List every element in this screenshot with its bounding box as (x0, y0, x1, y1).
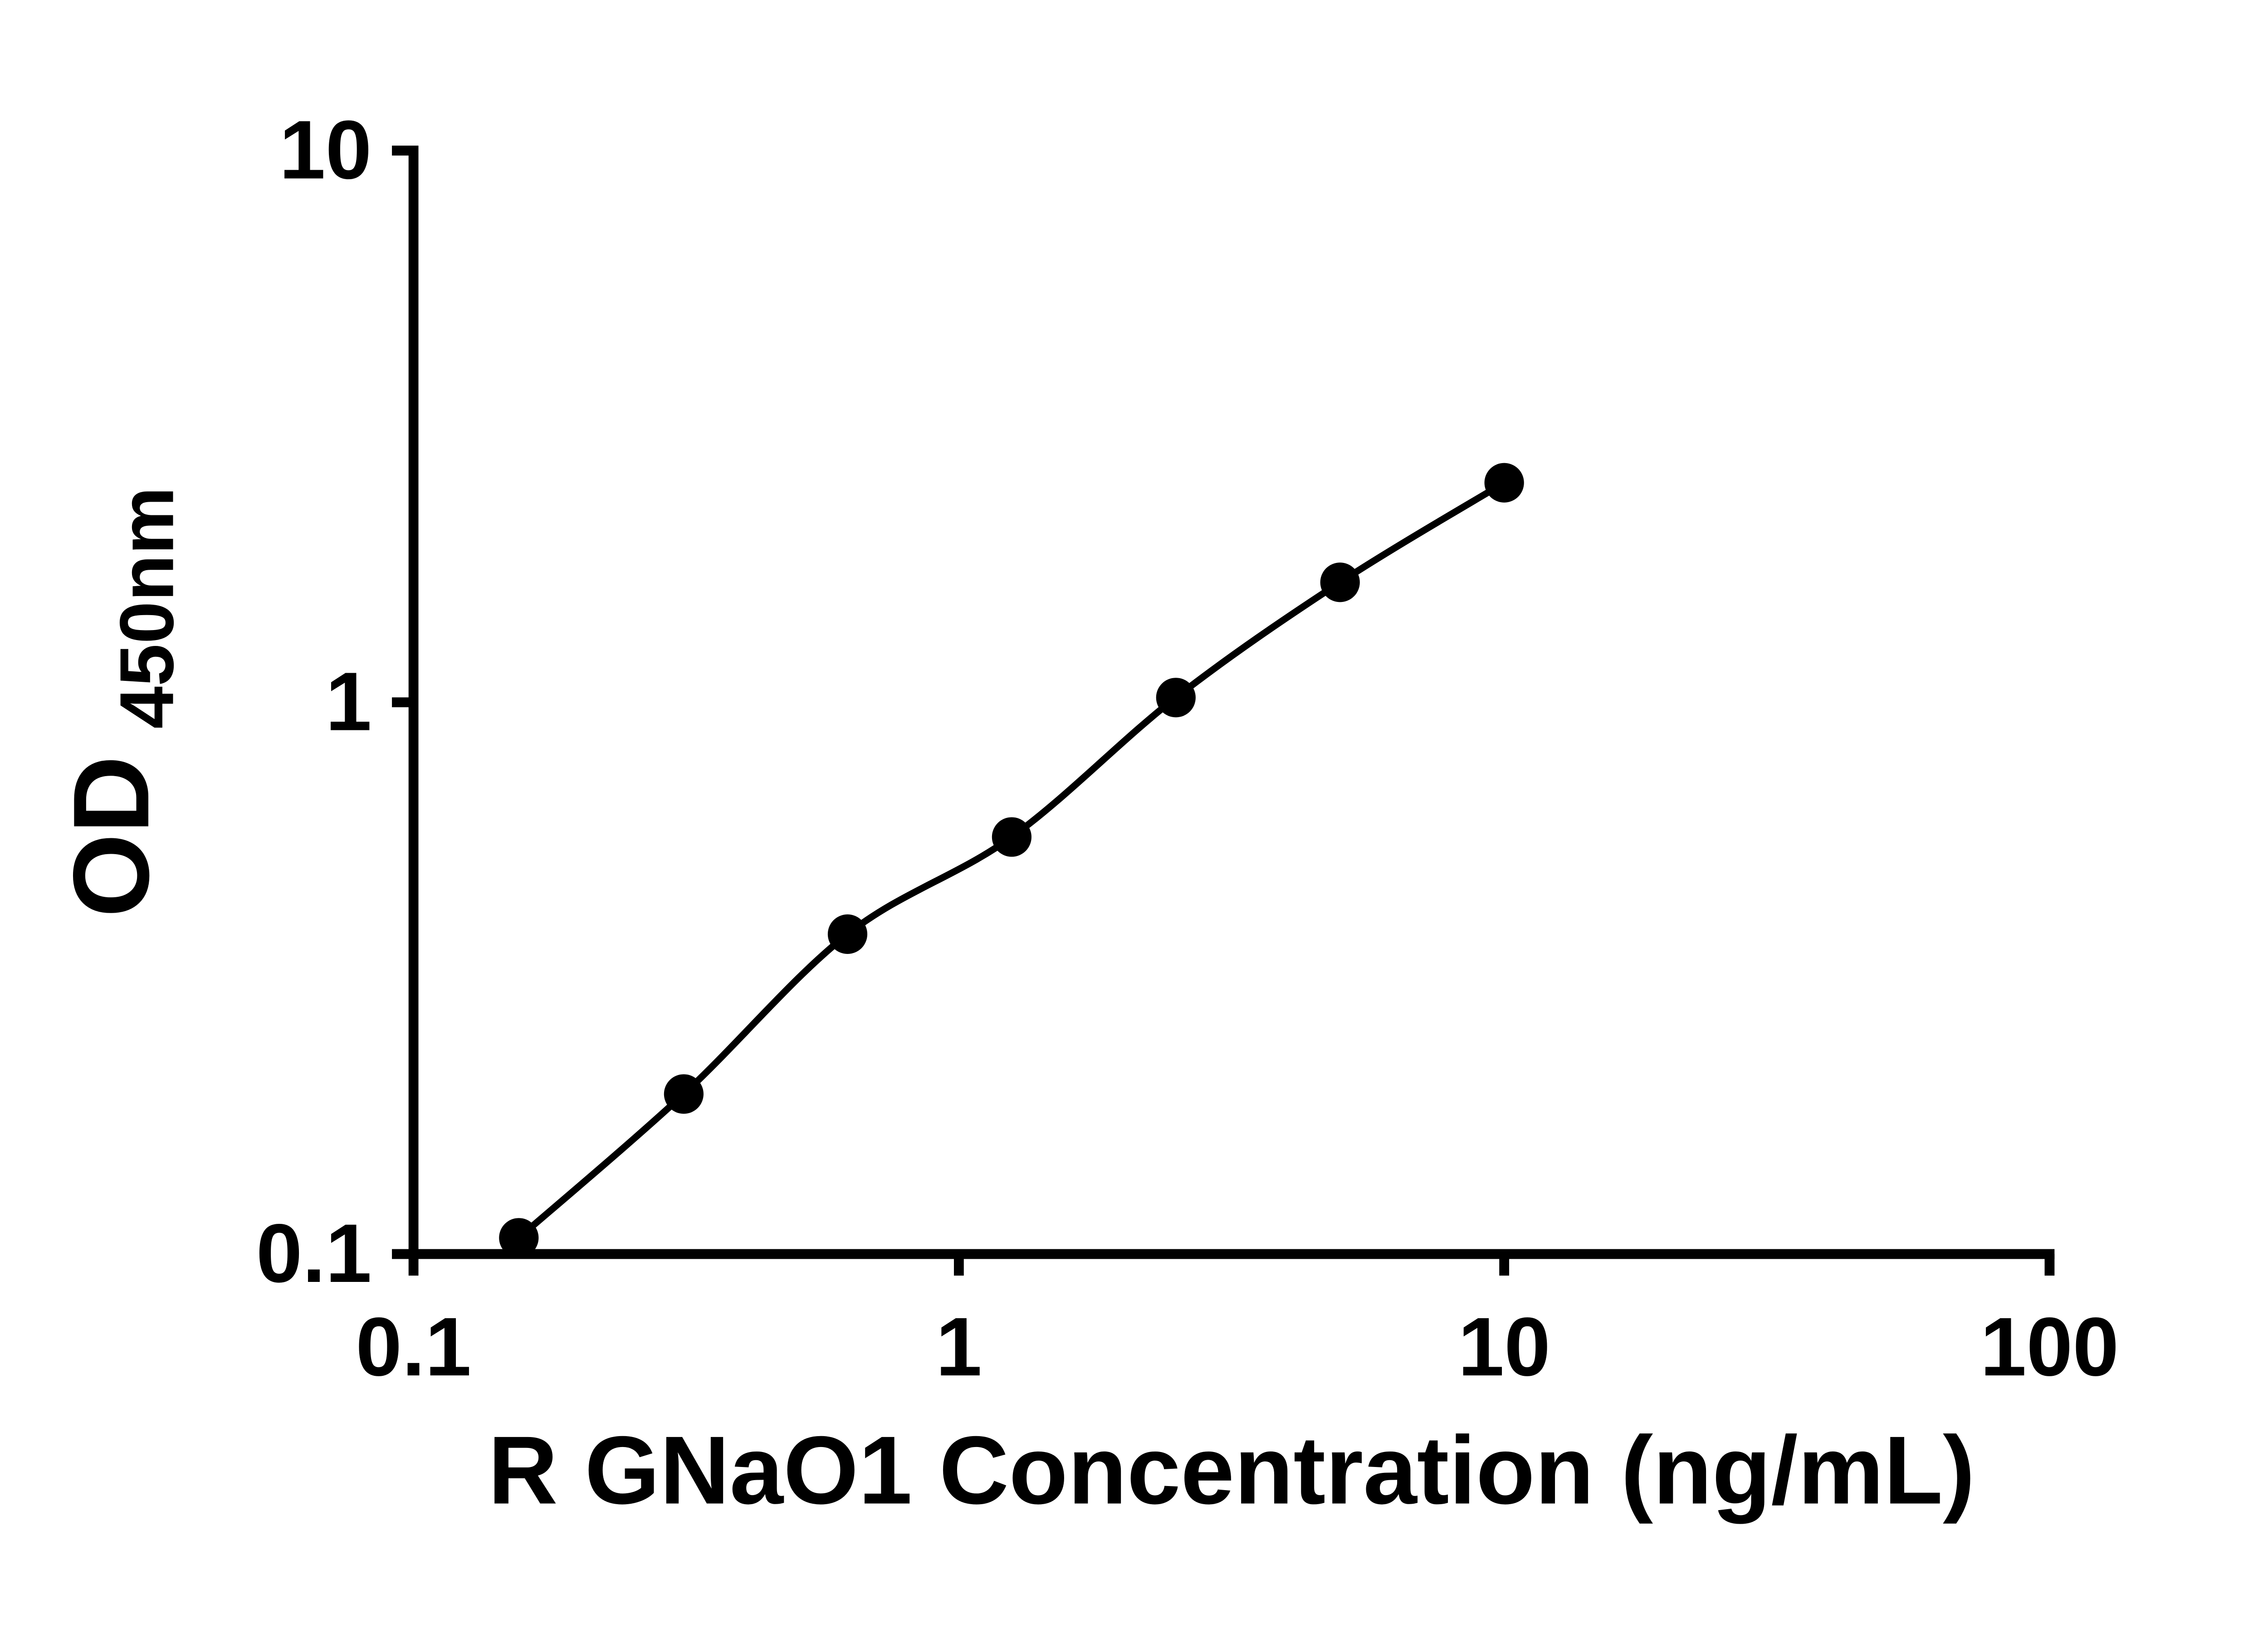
y-tick-label: 0.1 (256, 1207, 372, 1300)
x-ticks: 0.1 1 10 100 (356, 1254, 2119, 1393)
data-point (827, 914, 868, 954)
y-tick-label: 10 (279, 103, 372, 196)
x-tick-label: 1 (936, 1300, 982, 1393)
y-axis-title-main: OD (51, 756, 171, 918)
data-point (1156, 678, 1196, 718)
data-point (499, 1218, 539, 1258)
data-point (1320, 562, 1360, 602)
data-point (992, 817, 1031, 857)
x-tick-label: 0.1 (356, 1300, 471, 1393)
data-points (499, 463, 1524, 1258)
x-tick-label: 100 (1980, 1300, 2119, 1393)
y-axis-title-subscript: 450nm (104, 487, 189, 729)
axes (408, 146, 2055, 1259)
fit-curve (515, 479, 1508, 1242)
x-axis-title: R GNaO1 Concentration (ng/mL) (488, 1416, 1975, 1524)
data-point (1484, 463, 1524, 503)
data-point (664, 1074, 704, 1114)
y-ticks: 0.1 1 10 (256, 103, 414, 1300)
y-tick-label: 1 (326, 655, 372, 748)
y-axis-title: OD 450nm (51, 487, 189, 918)
x-tick-label: 10 (1458, 1300, 1550, 1393)
